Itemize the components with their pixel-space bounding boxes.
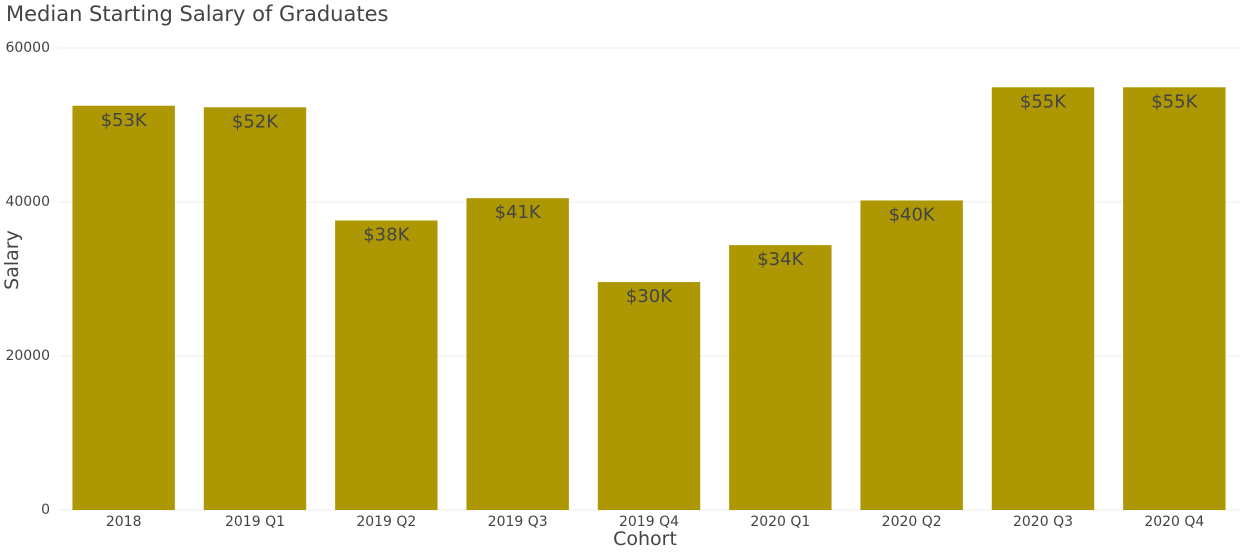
bars	[72, 87, 1226, 511]
x-axis-ticks: 2018 2019 Q1 2019 Q2 2019 Q3 2019 Q4 2020 Q1 2…	[106, 514, 1205, 530]
y-tick-label: 60000	[5, 40, 50, 56]
bar-value-label: $41K	[495, 202, 542, 223]
x-tick-label: 2019 Q1	[225, 514, 285, 530]
bar-value-label: $34K	[757, 249, 804, 270]
x-tick-label: 2019 Q4	[619, 514, 679, 530]
bar	[72, 105, 175, 510]
bar-value-label: $55K	[1020, 91, 1067, 112]
bar	[1123, 87, 1226, 511]
bar	[860, 200, 963, 510]
bar	[991, 87, 1095, 511]
bar-value-label: $55K	[1151, 91, 1198, 112]
y-tick-label: 20000	[5, 348, 50, 364]
y-axis-ticks: 0 20000 40000 60000	[5, 40, 50, 518]
bar-value-label: $52K	[232, 111, 279, 132]
bar-value-label: $40K	[889, 204, 936, 225]
y-axis-title: Salary	[1, 230, 23, 290]
x-axis-title: Cohort	[613, 528, 677, 550]
y-tick-label: 40000	[5, 194, 50, 210]
chart-title: Median Starting Salary of Graduates	[6, 2, 388, 26]
bar	[729, 245, 832, 510]
bar	[203, 107, 307, 510]
data-labels: $53K $52K $38K $41K $30K $34K $40K $55K $55K	[101, 91, 1199, 307]
x-tick-label: 2020 Q3	[1013, 514, 1073, 530]
bar	[466, 198, 569, 510]
bar-value-label: $30K	[626, 286, 673, 307]
bar	[335, 220, 438, 511]
bar	[597, 282, 701, 510]
x-tick-label: 2020 Q1	[750, 514, 810, 530]
bar-value-label: $53K	[101, 110, 148, 131]
x-tick-label: 2020 Q2	[882, 514, 942, 530]
x-tick-label: 2019 Q3	[488, 514, 548, 530]
x-tick-label: 2018	[106, 514, 142, 530]
y-tick-label: 0	[41, 502, 50, 518]
bar-value-label: $38K	[363, 224, 410, 245]
x-tick-label: 2019 Q2	[356, 514, 416, 530]
x-tick-label: 2020 Q4	[1144, 514, 1204, 530]
